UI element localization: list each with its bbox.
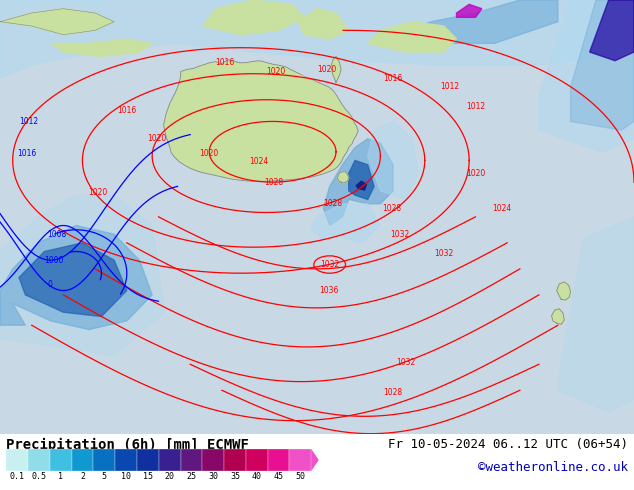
Text: 1016: 1016	[384, 74, 403, 83]
Text: 25: 25	[186, 472, 197, 482]
Polygon shape	[297, 65, 322, 78]
Polygon shape	[571, 0, 634, 130]
Text: 1012: 1012	[19, 117, 38, 126]
Polygon shape	[337, 172, 349, 183]
Polygon shape	[558, 217, 634, 412]
Polygon shape	[590, 0, 634, 61]
Bar	[28, 449, 50, 471]
Text: 1020: 1020	[200, 149, 219, 158]
Polygon shape	[368, 22, 456, 52]
Text: 1032: 1032	[390, 230, 409, 239]
Bar	[93, 449, 115, 471]
Polygon shape	[19, 243, 127, 317]
Text: 10: 10	[121, 472, 131, 482]
Polygon shape	[0, 195, 165, 356]
Polygon shape	[557, 282, 571, 300]
Text: 1016: 1016	[17, 149, 36, 158]
Polygon shape	[298, 9, 349, 39]
Text: 35: 35	[230, 472, 240, 482]
Text: 1036: 1036	[319, 286, 338, 295]
Text: 15: 15	[143, 472, 153, 482]
Text: 1020: 1020	[317, 65, 336, 74]
Text: 1008: 1008	[48, 230, 67, 239]
Polygon shape	[349, 160, 374, 199]
Text: Precipitation (6h) [mm] ECMWF: Precipitation (6h) [mm] ECMWF	[6, 438, 249, 452]
Text: 1020: 1020	[266, 67, 285, 76]
Bar	[202, 449, 224, 471]
Bar	[224, 449, 246, 471]
Text: 1028: 1028	[264, 178, 283, 187]
Polygon shape	[0, 0, 634, 78]
Text: 1028: 1028	[382, 204, 401, 213]
Text: 1012: 1012	[466, 102, 485, 111]
Polygon shape	[539, 0, 634, 152]
Polygon shape	[456, 4, 482, 17]
Polygon shape	[393, 0, 558, 44]
Text: 1032: 1032	[396, 358, 415, 367]
Text: 1028: 1028	[384, 388, 403, 397]
Text: ©weatheronline.co.uk: ©weatheronline.co.uk	[477, 461, 628, 474]
Text: 1016: 1016	[117, 106, 136, 115]
Text: 0.5: 0.5	[32, 472, 46, 482]
Bar	[268, 449, 289, 471]
Text: 1028: 1028	[323, 199, 342, 208]
Text: 0.1: 0.1	[10, 472, 25, 482]
Polygon shape	[0, 225, 152, 330]
Text: 40: 40	[252, 472, 262, 482]
Polygon shape	[368, 122, 418, 199]
Bar	[72, 449, 93, 471]
Polygon shape	[552, 309, 564, 324]
Text: 1016: 1016	[216, 58, 235, 68]
Text: 1020: 1020	[89, 189, 108, 197]
Text: 2: 2	[80, 472, 85, 482]
Text: 30: 30	[208, 472, 218, 482]
Bar	[50, 449, 72, 471]
Bar	[289, 449, 311, 471]
Text: 1032: 1032	[434, 249, 453, 258]
Text: 20: 20	[165, 472, 174, 482]
Text: 5: 5	[102, 472, 107, 482]
Polygon shape	[51, 39, 152, 56]
Polygon shape	[331, 56, 341, 82]
Bar	[246, 449, 268, 471]
Bar	[158, 449, 181, 471]
Text: 0: 0	[47, 279, 52, 289]
Text: 1020: 1020	[148, 134, 167, 143]
Bar	[115, 449, 137, 471]
Polygon shape	[164, 60, 358, 181]
Text: 1: 1	[58, 472, 63, 482]
Text: Fr 10-05-2024 06..12 UTC (06+54): Fr 10-05-2024 06..12 UTC (06+54)	[387, 438, 628, 451]
Bar	[6, 449, 28, 471]
Polygon shape	[311, 204, 380, 243]
Bar	[137, 449, 158, 471]
Polygon shape	[323, 139, 393, 225]
Text: 50: 50	[295, 472, 305, 482]
Polygon shape	[0, 9, 114, 35]
Polygon shape	[203, 0, 304, 35]
Text: 1024: 1024	[493, 204, 512, 213]
Text: 1032: 1032	[320, 260, 339, 269]
Text: 1012: 1012	[441, 82, 460, 91]
Text: 1020: 1020	[466, 169, 485, 178]
Polygon shape	[356, 181, 366, 190]
Bar	[181, 449, 202, 471]
Text: 1000: 1000	[44, 256, 63, 265]
Polygon shape	[311, 449, 319, 471]
Text: 1024: 1024	[249, 157, 268, 166]
Text: 45: 45	[273, 472, 283, 482]
